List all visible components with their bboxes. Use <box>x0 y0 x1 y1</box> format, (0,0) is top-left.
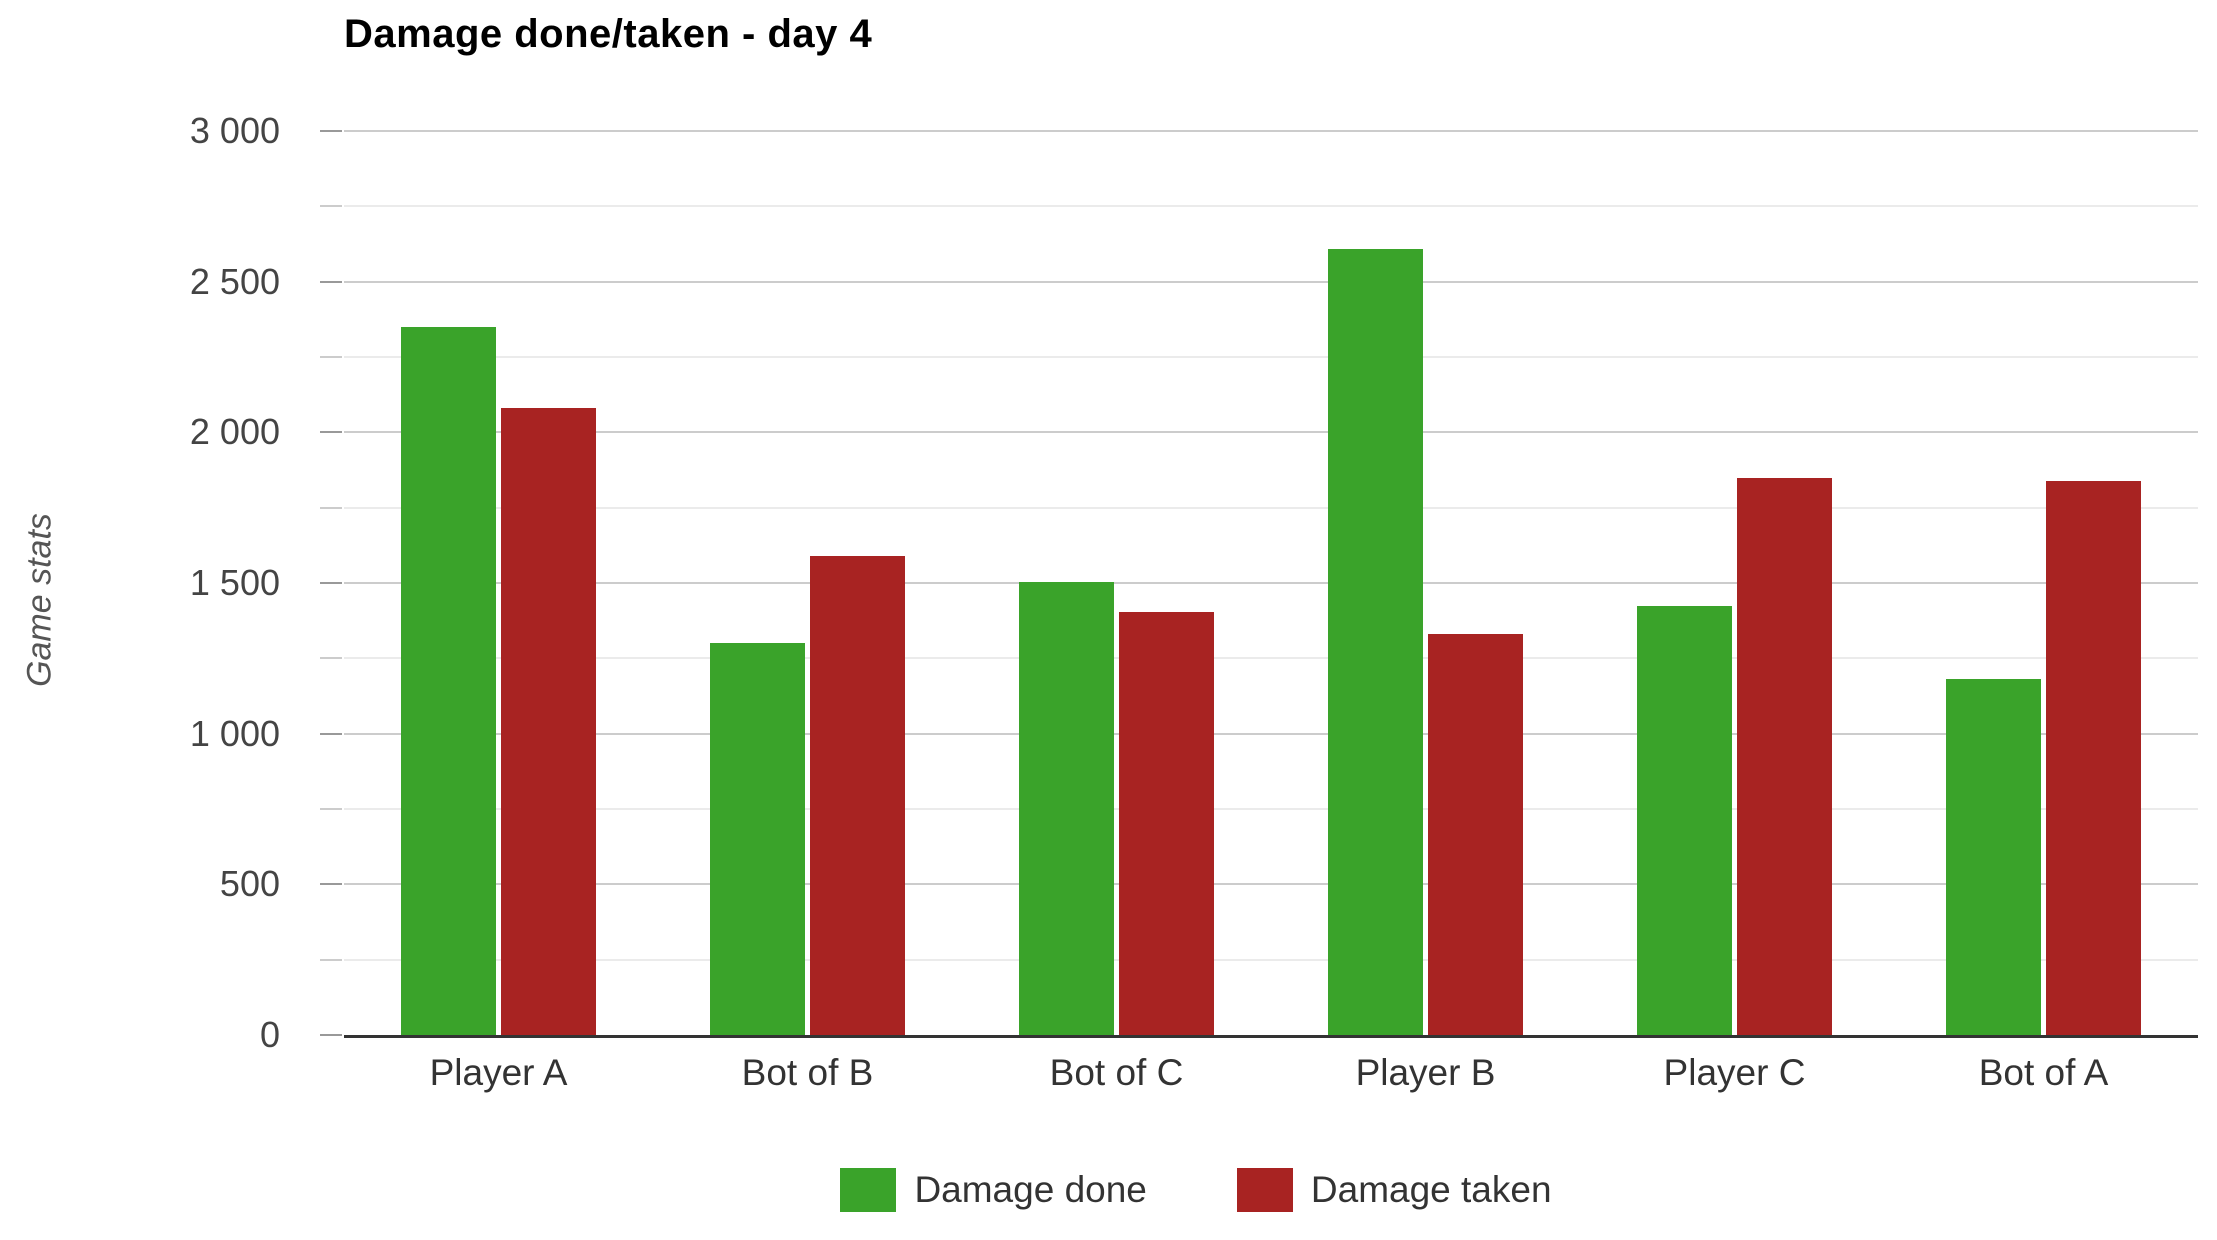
legend-item-damage-done[interactable]: Damage done <box>840 1168 1147 1212</box>
y-tick-mark-0 <box>320 1034 342 1036</box>
y-tick-mark-250 <box>320 958 342 961</box>
gridlines <box>344 130 2198 1035</box>
y-tick-mark-3000 <box>320 130 342 132</box>
bar-damage-taken-player-b[interactable] <box>1428 634 1523 1035</box>
x-label-player-b: Player B <box>1355 1052 1496 1093</box>
minor-gridline-1250 <box>344 657 2198 660</box>
bar-group-player-a <box>344 131 653 1035</box>
bar-group-player-c <box>1580 131 1889 1035</box>
bar-group-player-b <box>1271 131 1580 1035</box>
y-tick-mark-2000 <box>320 431 342 434</box>
bar-damage-taken-bot-of-b[interactable] <box>810 555 905 1035</box>
y-tick-mark-1000 <box>320 732 342 735</box>
x-label-bot-of-a: Bot of A <box>1978 1052 2109 1093</box>
bar-damage-done-bot-of-b[interactable] <box>710 643 805 1035</box>
y-tick-mark-1750 <box>320 506 342 509</box>
legend: Damage done Damage taken <box>269 1168 2123 1212</box>
y-tick-label-2-000: 2 000 <box>189 411 280 453</box>
y-tick-mark-1500 <box>320 582 342 584</box>
bar-damage-taken-bot-of-a[interactable] <box>2046 480 2141 1035</box>
bar-damage-taken-player-a[interactable] <box>501 408 596 1035</box>
y-tick-label-0: 0 <box>259 1014 280 1055</box>
y-tick-mark-500 <box>320 883 342 886</box>
minor-gridline-2250 <box>344 356 2198 358</box>
bar-group-bot-of-b <box>653 131 962 1035</box>
y-tick-label-500: 500 <box>219 863 280 905</box>
major-gridline-3000 <box>344 130 2198 132</box>
major-gridline-1000 <box>344 732 2198 735</box>
y-tick-label-3-000: 3 000 <box>189 110 280 151</box>
major-gridline-1500 <box>344 582 2198 584</box>
x-label-bot-of-b: Bot of B <box>741 1052 874 1093</box>
bar-damage-taken-bot-of-c[interactable] <box>1119 611 1214 1035</box>
y-tick-mark-2250 <box>320 356 342 358</box>
major-gridline-2500 <box>344 280 2198 283</box>
bar-damage-done-bot-of-a[interactable] <box>1946 679 2041 1035</box>
x-label-player-a: Player A <box>429 1052 568 1093</box>
minor-gridline-750 <box>344 808 2198 810</box>
bar-damage-done-player-c[interactable] <box>1637 605 1732 1035</box>
plot-area <box>344 130 2198 1038</box>
legend-swatch-damage-taken <box>1236 1168 1293 1212</box>
bar-damage-done-bot-of-c[interactable] <box>1019 581 1114 1035</box>
minor-gridline-250 <box>344 958 2198 961</box>
bar-damage-done-player-b[interactable] <box>1328 248 1423 1035</box>
bar-groups <box>344 131 2198 1035</box>
legend-label-damage-taken: Damage taken <box>1310 1169 1552 1210</box>
bar-damage-taken-player-c[interactable] <box>1737 477 1832 1035</box>
y-tick-label-1-000: 1 000 <box>189 712 280 754</box>
minor-gridline-2750 <box>344 205 2198 208</box>
x-label-player-c: Player C <box>1663 1052 1806 1093</box>
legend-item-damage-taken[interactable]: Damage taken <box>1236 1168 1552 1212</box>
x-label-bot-of-c: Bot of C <box>1049 1052 1184 1093</box>
y-axis-title: Game stats <box>20 513 59 687</box>
legend-swatch-damage-done <box>840 1168 897 1212</box>
bar-group-bot-of-a <box>1889 131 2198 1035</box>
x-axis-labels: Player A Bot of B Bot of C Player B Player C… <box>344 1052 2198 1094</box>
y-tick-label-2-500: 2 500 <box>189 260 280 302</box>
major-gridline-2000 <box>344 431 2198 434</box>
bar-group-bot-of-c <box>962 131 1271 1035</box>
minor-gridline-1750 <box>344 506 2198 509</box>
chart-title: Damage done/taken - day 4 <box>344 12 873 56</box>
bar-damage-done-player-a[interactable] <box>401 326 496 1035</box>
legend-label-damage-done: Damage done <box>914 1169 1147 1210</box>
y-tick-mark-2500 <box>320 280 342 283</box>
y-tick-mark-2750 <box>320 205 342 208</box>
major-gridline-500 <box>344 883 2198 886</box>
y-tick-mark-1250 <box>320 657 342 660</box>
y-tick-mark-750 <box>320 808 342 810</box>
